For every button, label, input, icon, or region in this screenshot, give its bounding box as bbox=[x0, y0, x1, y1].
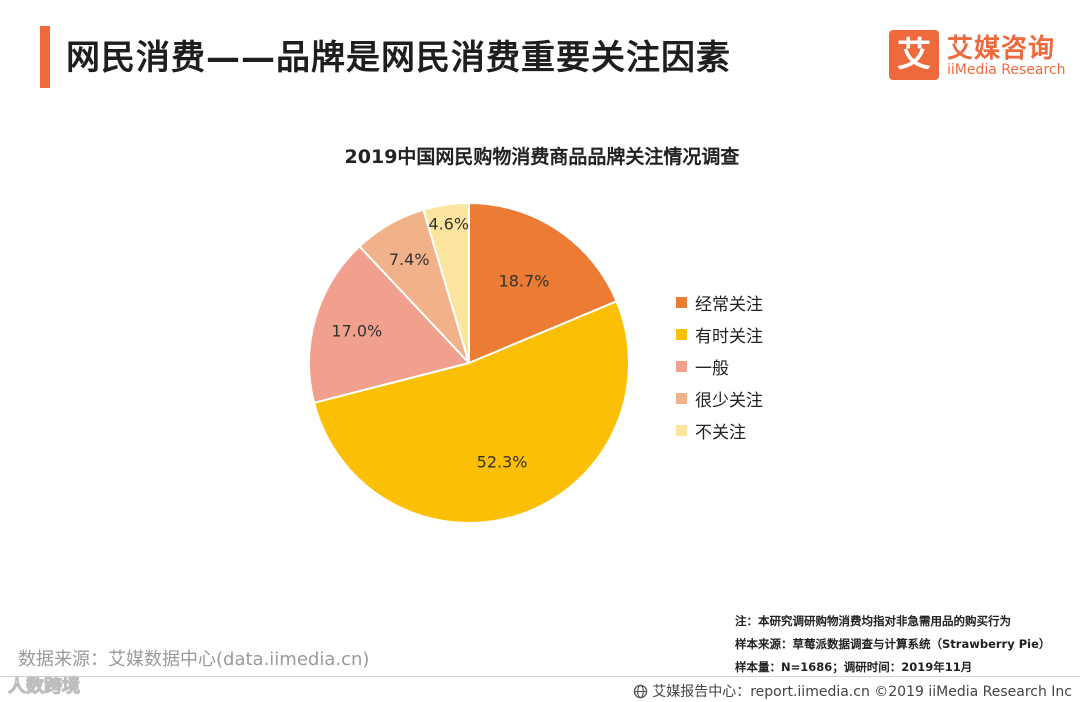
logo-chinese-name: 艾媒咨询 bbox=[947, 34, 1056, 64]
legend-item: 很少关注 bbox=[676, 382, 763, 414]
legend-swatch bbox=[676, 424, 687, 436]
slice-data-label: 7.4% bbox=[389, 250, 430, 269]
legend-label: 一般 bbox=[695, 358, 729, 379]
slice-data-label: 4.6% bbox=[428, 215, 469, 234]
legend-item: 不关注 bbox=[676, 414, 763, 446]
footer-text: 艾媒报告中心：report.iimedia.cn ©2019 iiMedia R… bbox=[652, 684, 1072, 700]
slice-data-label: 18.7% bbox=[499, 271, 550, 290]
slice-data-label: 17.0% bbox=[331, 321, 382, 340]
legend-swatch bbox=[676, 328, 687, 340]
legend-label: 不关注 bbox=[695, 422, 746, 443]
legend-label: 很少关注 bbox=[695, 390, 763, 411]
footer: 艾媒报告中心：report.iimedia.cn ©2019 iiMedia R… bbox=[633, 681, 1072, 701]
chart-title: 2019中国网民购物消费商品品牌关注情况调查 bbox=[344, 146, 740, 168]
slice-data-label: 52.3% bbox=[477, 453, 528, 472]
legend-item: 有时关注 bbox=[676, 318, 763, 350]
page-title: 网民消费——品牌是网民消费重要关注因素 bbox=[66, 38, 731, 78]
title-accent-bar bbox=[40, 26, 50, 88]
survey-notes: 注：本研究调研购物消费均指对非急需用品的购买行为 样本来源：草莓派数据调查与计算… bbox=[735, 610, 1050, 679]
legend-swatch bbox=[676, 360, 687, 372]
legend-swatch bbox=[676, 392, 687, 404]
data-source: 数据来源：艾媒数据中心(data.iimedia.cn) bbox=[18, 649, 370, 670]
legend-swatch bbox=[676, 296, 687, 308]
note-scope: 注：本研究调研购物消费均指对非急需用品的购买行为 bbox=[735, 614, 1011, 628]
note-sample-size: 样本量：N=1686；调研时间：2019年11月 bbox=[735, 660, 973, 674]
footer-divider bbox=[0, 676, 1080, 677]
chart-legend: 经常关注 有时关注 一般 很少关注 不关注 bbox=[676, 286, 763, 446]
logo-english-name: iiMedia Research bbox=[947, 62, 1066, 78]
legend-label: 经常关注 bbox=[695, 294, 763, 315]
note-sample-source: 样本来源：草莓派数据调查与计算系统（Strawberry Pie） bbox=[735, 637, 1051, 651]
globe-icon bbox=[633, 684, 648, 698]
legend-item: 经常关注 bbox=[676, 286, 763, 318]
pie-slice bbox=[308, 244, 471, 405]
pie-slice bbox=[422, 201, 470, 364]
pie-slice bbox=[312, 299, 631, 524]
legend-label: 有时关注 bbox=[695, 326, 763, 347]
brand-logo: 艾 艾媒咨询 iiMedia Research bbox=[889, 28, 1066, 84]
watermark: 人数跨境 bbox=[8, 676, 81, 698]
legend-item: 一般 bbox=[676, 350, 763, 382]
pie-slice bbox=[468, 201, 618, 365]
logo-mark: 艾 bbox=[889, 30, 939, 80]
